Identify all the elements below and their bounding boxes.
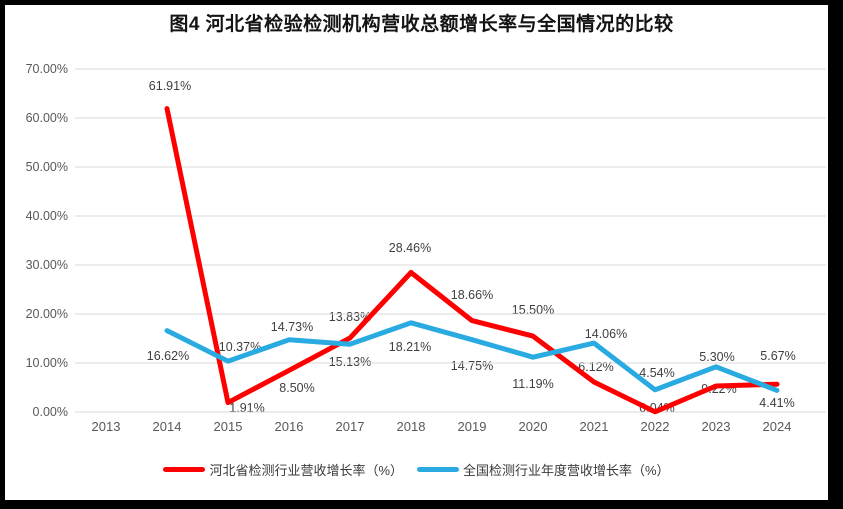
legend-swatch-hebei-icon bbox=[163, 466, 206, 472]
legend-label-national: 全国检测行业年度营收增长率（%） bbox=[463, 462, 670, 478]
chart-title: 图4 河北省检验检测机构营收总额增长率与全国情况的比较 bbox=[169, 14, 674, 35]
series-line-national bbox=[164, 320, 780, 393]
chart-area bbox=[5, 5, 828, 500]
legend: 河北省检测行业营收增长率（%） 全国检测行业年度营收增长率（%） bbox=[5, 456, 828, 482]
legend-swatch-national-icon bbox=[417, 466, 459, 472]
legend-item-hebei: 河北省检测行业营收增长率（%） bbox=[163, 460, 403, 479]
series-line-hebei bbox=[164, 106, 780, 415]
legend-item-national: 全国检测行业年度营收增长率（%） bbox=[417, 460, 670, 479]
legend-label-hebei: 河北省检测行业营收增长率（%） bbox=[209, 462, 403, 478]
